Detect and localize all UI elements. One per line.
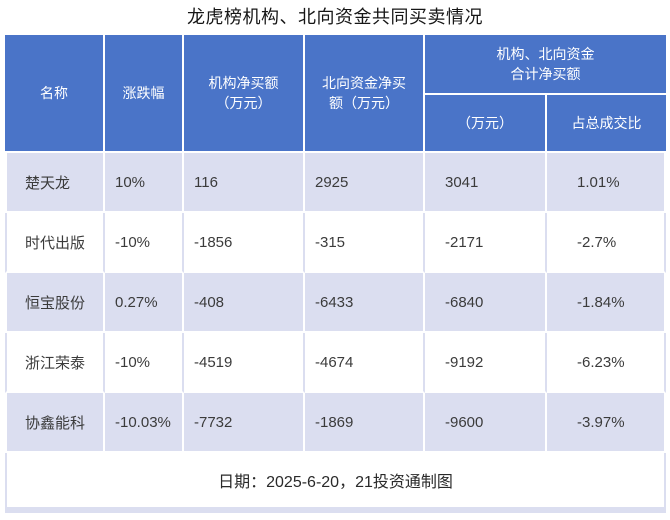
stock-name-cell: 协鑫能科 [5, 393, 105, 453]
stock-name-cell: 浙江荣泰 [5, 333, 105, 393]
change-cell: -10.03% [105, 393, 184, 453]
ratio-cell: -2.7% [547, 213, 666, 273]
change-cell: -10% [105, 213, 184, 273]
north-net-cell: -6433 [305, 273, 425, 333]
footer-note: 日期：2025-6-20，21投资通制图 [5, 453, 666, 513]
north-net-cell: -1869 [305, 393, 425, 453]
stock-name-cell: 楚天龙 [5, 153, 105, 213]
table-row: 浙江荣泰 -10% -4519 -4674 -9192 -6.23% [5, 333, 666, 393]
column-subheader-unit: （万元） [425, 95, 547, 153]
table-row: 楚天龙 10% 116 2925 3041 1.01% [5, 153, 666, 213]
north-net-cell: -4674 [305, 333, 425, 393]
ratio-cell: -1.84% [547, 273, 666, 333]
total-net-cell: -6840 [425, 273, 547, 333]
total-net-cell: -9192 [425, 333, 547, 393]
table-row: 时代出版 -10% -1856 -315 -2171 -2.7% [5, 213, 666, 273]
column-group-header-total: 机构、北向资金 合计净买额 [425, 35, 666, 95]
table-header: 名称 涨跌幅 机构净买额 （万元） 北向资金净买 额（万元） 机构、北向资金 合… [5, 35, 666, 153]
page-title: 龙虎榜机构、北向资金共同买卖情况 [187, 7, 483, 27]
footer-row: 日期：2025-6-20，21投资通制图 [5, 453, 666, 513]
inst-net-cell: -4519 [184, 333, 305, 393]
column-header-north-net: 北向资金净买 额（万元） [305, 35, 425, 153]
change-cell: 0.27% [105, 273, 184, 333]
inst-net-cell: -7732 [184, 393, 305, 453]
column-header-inst-net: 机构净买额 （万元） [184, 35, 305, 153]
inst-net-cell: -408 [184, 273, 305, 333]
ratio-cell: 1.01% [547, 153, 666, 213]
inst-net-cell: 116 [184, 153, 305, 213]
table-row: 恒宝股份 0.27% -408 -6433 -6840 -1.84% [5, 273, 666, 333]
column-subheader-ratio: 占总成交比 [547, 95, 666, 153]
column-header-change: 涨跌幅 [105, 35, 184, 153]
table-footer: 日期：2025-6-20，21投资通制图 [5, 453, 666, 513]
total-net-cell: -9600 [425, 393, 547, 453]
north-net-cell: 2925 [305, 153, 425, 213]
stock-name-cell: 恒宝股份 [5, 273, 105, 333]
inst-net-cell: -1856 [184, 213, 305, 273]
change-cell: 10% [105, 153, 184, 213]
ratio-cell: -6.23% [547, 333, 666, 393]
stock-name-cell: 时代出版 [5, 213, 105, 273]
table-body: 楚天龙 10% 116 2925 3041 1.01% 时代出版 -10% -1… [5, 153, 666, 453]
total-net-cell: 3041 [425, 153, 547, 213]
column-header-name: 名称 [5, 35, 105, 153]
north-net-cell: -315 [305, 213, 425, 273]
ratio-cell: -3.97% [547, 393, 666, 453]
change-cell: -10% [105, 333, 184, 393]
stock-flow-table: 名称 涨跌幅 机构净买额 （万元） 北向资金净买 额（万元） 机构、北向资金 合… [5, 35, 666, 513]
total-net-cell: -2171 [425, 213, 547, 273]
table-row: 协鑫能科 -10.03% -7732 -1869 -9600 -3.97% [5, 393, 666, 453]
